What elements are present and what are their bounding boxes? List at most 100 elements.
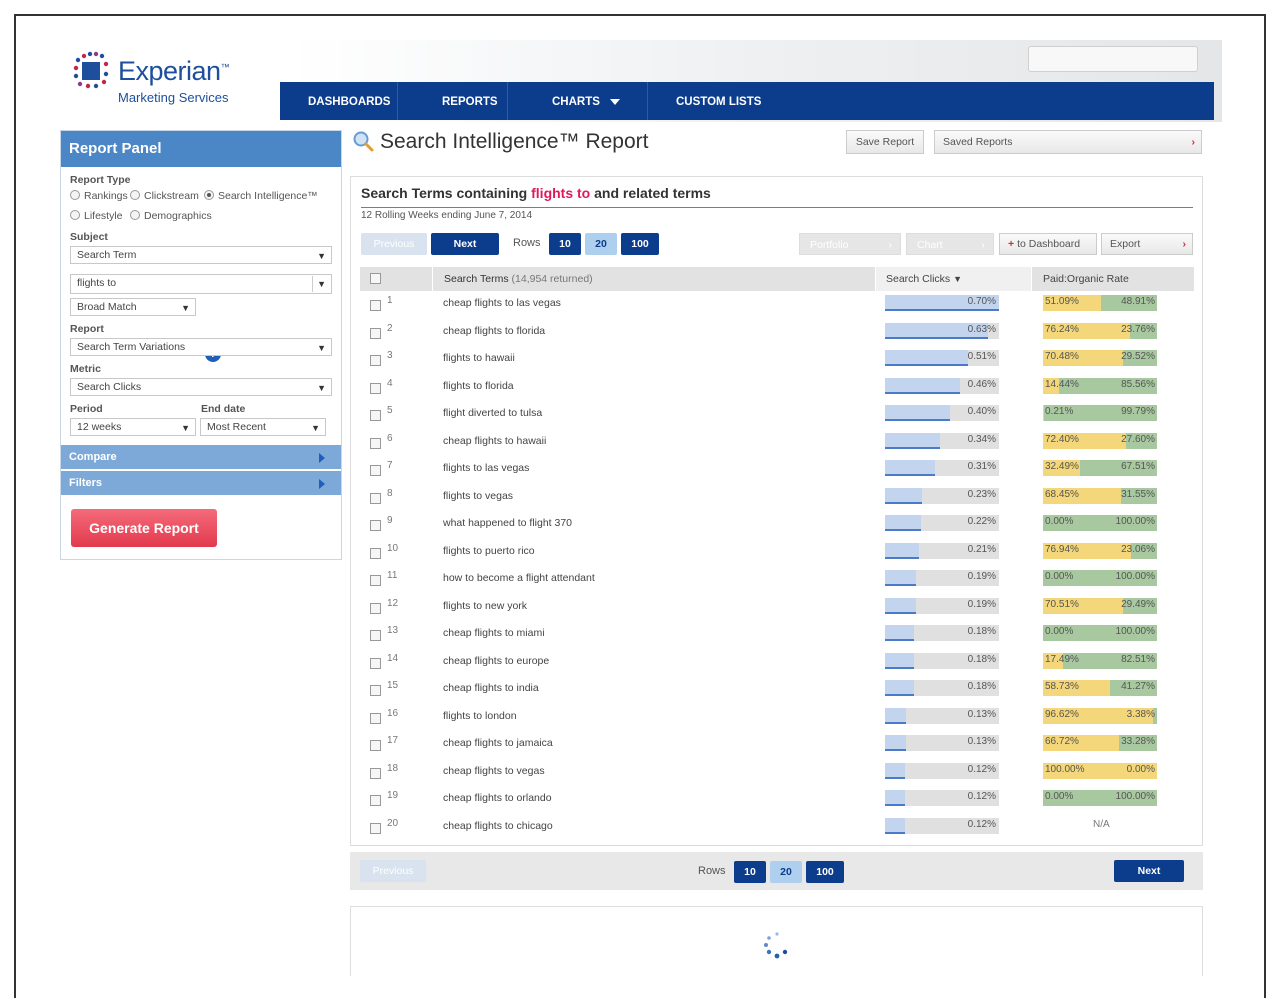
search-term-link[interactable]: flights to london — [443, 709, 517, 722]
footer-rows-20-button[interactable]: 20 — [770, 861, 802, 883]
row-checkbox[interactable] — [370, 575, 381, 586]
term-input[interactable]: flights to ▼ — [70, 274, 332, 294]
search-term-link[interactable]: cheap flights to vegas — [443, 764, 545, 777]
generate-report-button[interactable]: Generate Report — [71, 509, 217, 547]
search-term-link[interactable]: how to become a flight attendant — [443, 572, 595, 584]
row-checkbox[interactable] — [370, 492, 381, 504]
row-checkbox[interactable] — [370, 767, 381, 779]
search-term-link[interactable]: flights to florida — [443, 379, 514, 392]
to-dashboard-button[interactable]: + to Dashboard — [999, 233, 1097, 255]
table-row[interactable]: 9 what happened to flight 370 0.22% 0.00% 10… — [360, 512, 1194, 540]
table-row[interactable]: 16 flights to london 0.13% 96.62% 3.38% — [360, 705, 1194, 733]
row-checkbox[interactable] — [370, 630, 381, 641]
search-term-link[interactable]: cheap flights to europe — [443, 654, 550, 667]
radio-clickstream[interactable]: Clickstream — [130, 190, 199, 202]
search-term-link[interactable]: cheap flights to hawaii — [443, 434, 547, 447]
report-select[interactable]: Search Term Variations ▼ — [70, 338, 332, 356]
compare-section[interactable]: Compare — [61, 445, 341, 469]
row-checkbox[interactable] — [370, 355, 381, 366]
row-checkbox[interactable] — [370, 520, 381, 531]
row-checkbox[interactable] — [370, 712, 381, 724]
col-search-clicks[interactable]: Search Clicks ▼ — [876, 267, 1031, 291]
radio-search-intelligence[interactable]: Search Intelligence™ — [204, 190, 318, 202]
radio-demographics[interactable]: Demographics — [130, 210, 212, 222]
search-term-link[interactable]: cheap flights to chicago — [443, 819, 553, 832]
col-search-terms[interactable]: Search Terms (14,954 returned) — [433, 267, 875, 291]
table-row[interactable]: 1 cheap flights to las vegas 0.70% 51.09% 48… — [360, 292, 1194, 320]
row-checkbox[interactable] — [370, 410, 381, 421]
row-checkbox[interactable] — [370, 795, 381, 806]
table-row[interactable]: 12 flights to new york 0.19% 70.51% 29.49% — [360, 595, 1194, 623]
table-row[interactable]: 11 how to become a flight attendant 0.19% 0… — [360, 567, 1194, 595]
col-paid-organic[interactable]: Paid:Organic Rate — [1032, 267, 1194, 291]
table-row[interactable]: 15 cheap flights to india 0.18% 58.73% 41.27… — [360, 677, 1194, 705]
table-row[interactable]: 7 flights to las vegas 0.31% 32.49% 67.51% — [360, 457, 1194, 485]
row-checkbox[interactable] — [370, 602, 381, 614]
next-button[interactable]: Next — [431, 233, 499, 255]
header-select-all[interactable] — [360, 267, 432, 291]
table-row[interactable]: 13 cheap flights to miami 0.18% 0.00% 100.00… — [360, 622, 1194, 650]
footer-next-button[interactable]: Next — [1114, 860, 1184, 882]
search-term-link[interactable]: flights to las vegas — [443, 462, 530, 474]
search-term-link[interactable]: cheap flights to las vegas — [443, 297, 561, 309]
subject-select[interactable]: Search Term ▼ — [70, 246, 332, 264]
row-checkbox[interactable] — [370, 382, 381, 394]
radio-rankings[interactable]: Rankings — [70, 190, 128, 202]
table-row[interactable]: 19 cheap flights to orlando 0.12% 0.00% 100.… — [360, 787, 1194, 815]
table-row[interactable]: 6 cheap flights to hawaii 0.34% 72.40% 27.60… — [360, 430, 1194, 458]
table-row[interactable]: 14 cheap flights to europe 0.18% 17.49% 82.5… — [360, 650, 1194, 678]
nav-reports[interactable]: REPORTS — [398, 82, 508, 120]
footer-rows-100-button[interactable]: 100 — [806, 861, 844, 883]
row-checkbox[interactable] — [370, 822, 381, 834]
table-row[interactable]: 8 flights to vegas 0.23% 68.45% 31.55% — [360, 485, 1194, 513]
search-term-link[interactable]: cheap flights to miami — [443, 627, 545, 639]
rows-100-button[interactable]: 100 — [621, 233, 659, 255]
rows-20-button[interactable]: 20 — [585, 233, 617, 255]
previous-button[interactable]: Previous — [361, 233, 427, 255]
match-type-select[interactable]: Broad Match ▼ — [70, 298, 196, 316]
table-row[interactable]: 3 flights to hawaii 0.51% 70.48% 29.52% — [360, 347, 1194, 375]
row-checkbox[interactable] — [370, 465, 381, 476]
select-all-checkbox[interactable] — [370, 273, 381, 284]
export-button[interactable]: Export › — [1101, 233, 1193, 255]
table-row[interactable]: 2 cheap flights to florida 0.63% 76.24% 23.7… — [360, 320, 1194, 348]
global-search-input[interactable] — [1028, 46, 1198, 72]
row-checkbox[interactable] — [370, 685, 381, 696]
rows-10-button[interactable]: 10 — [549, 233, 581, 255]
metric-select[interactable]: Search Clicks ▼ — [70, 378, 332, 396]
portfolio-button[interactable]: Portfolio › — [799, 233, 901, 255]
search-term-link[interactable]: cheap flights to jamaica — [443, 737, 553, 749]
end-date-select[interactable]: Most Recent ▼ — [200, 418, 326, 436]
table-row[interactable]: 10 flights to puerto rico 0.21% 76.94% 23.06… — [360, 540, 1194, 568]
save-report-button[interactable]: Save Report — [846, 130, 924, 154]
search-term-link[interactable]: flights to new york — [443, 599, 528, 612]
search-term-link[interactable]: what happened to flight 370 — [443, 517, 573, 529]
row-checkbox[interactable] — [370, 437, 381, 449]
row-checkbox[interactable] — [370, 657, 381, 669]
period-select[interactable]: 12 weeks ▼ — [70, 418, 196, 436]
row-checkbox[interactable] — [370, 547, 381, 559]
search-term-link[interactable]: flights to vegas — [443, 489, 514, 502]
search-term-link[interactable]: cheap flights to india — [443, 682, 539, 694]
chart-button[interactable]: Chart › — [906, 233, 994, 255]
row-checkbox[interactable] — [370, 300, 381, 311]
search-term-link[interactable]: flight diverted to tulsa — [443, 407, 543, 419]
row-checkbox[interactable] — [370, 740, 381, 751]
search-term-link[interactable]: cheap flights to orlando — [443, 792, 552, 804]
row-checkbox[interactable] — [370, 327, 381, 339]
experian-logo[interactable]: Experian™ Marketing Services — [72, 50, 272, 110]
search-term-link[interactable]: flights to puerto rico — [443, 544, 535, 557]
search-term-link[interactable]: cheap flights to florida — [443, 324, 546, 337]
table-row[interactable]: 20 cheap flights to chicago 0.12% N/A — [360, 815, 1194, 843]
footer-previous-button[interactable]: Previous — [360, 860, 426, 882]
nav-charts[interactable]: CHARTS — [508, 82, 648, 120]
filters-section[interactable]: Filters — [61, 471, 341, 495]
radio-lifestyle[interactable]: Lifestyle — [70, 210, 123, 222]
footer-rows-10-button[interactable]: 10 — [734, 861, 766, 883]
table-row[interactable]: 5 flight diverted to tulsa 0.40% 0.21% 99.79… — [360, 402, 1194, 430]
table-row[interactable]: 4 flights to florida 0.46% 14.44% 85.56% — [360, 375, 1194, 403]
saved-reports-button[interactable]: Saved Reports › — [934, 130, 1202, 154]
table-row[interactable]: 17 cheap flights to jamaica 0.13% 66.72% 33.… — [360, 732, 1194, 760]
nav-dashboards[interactable]: DASHBOARDS — [280, 82, 398, 120]
search-term-link[interactable]: flights to hawaii — [443, 352, 515, 364]
